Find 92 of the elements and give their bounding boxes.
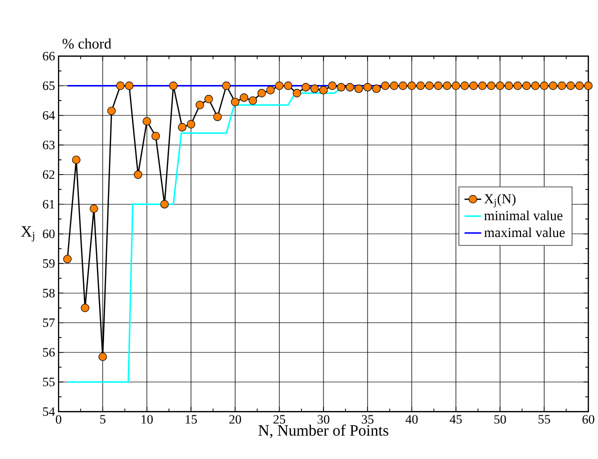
x-tick-label: 60 <box>582 415 594 424</box>
x-tick-label: 20 <box>229 415 242 424</box>
x-tick-label: 30 <box>318 415 330 424</box>
point <box>124 82 134 90</box>
y-tick-label: 60 <box>42 230 55 238</box>
point <box>584 82 593 90</box>
y-tick-label: 65 <box>42 82 55 90</box>
point <box>142 117 152 126</box>
point <box>90 204 98 213</box>
point <box>63 254 72 264</box>
x-tick-label: 35 <box>362 415 374 424</box>
x-tick-label: 10 <box>142 415 153 424</box>
point <box>248 96 258 105</box>
x-tick-label: 55 <box>538 415 550 424</box>
point <box>213 112 222 122</box>
x-tick-label: 40 <box>406 415 418 424</box>
point <box>240 93 248 102</box>
point <box>284 82 292 90</box>
y-tick-label: 57 <box>43 318 55 328</box>
point <box>310 84 319 93</box>
x-tick-label: 0 <box>56 415 62 424</box>
y-tick-label: 61 <box>42 200 54 209</box>
point <box>169 82 178 90</box>
point <box>548 82 558 90</box>
point <box>230 98 240 106</box>
point <box>151 132 160 140</box>
point <box>196 100 204 110</box>
x-tick-label: 5 <box>100 415 106 424</box>
point <box>398 82 408 90</box>
x-tick-label: 25 <box>273 415 286 424</box>
point <box>257 88 266 98</box>
point <box>178 123 186 132</box>
point <box>134 170 142 179</box>
point <box>204 94 213 104</box>
x-tick-label: 15 <box>186 415 197 424</box>
point <box>266 86 275 94</box>
point <box>222 82 231 90</box>
point <box>504 82 514 90</box>
y-tick-label: 62 <box>42 170 54 179</box>
point <box>469 82 478 90</box>
point <box>336 83 346 92</box>
point <box>566 82 575 90</box>
x-tick-label: 50 <box>494 415 506 424</box>
point <box>460 82 469 90</box>
y-tick-label: 55 <box>43 378 55 386</box>
legend-label: maximal value <box>484 228 565 238</box>
legend-label: minimal value <box>484 210 562 220</box>
point <box>513 82 522 90</box>
x-tick-label: 45 <box>450 415 462 424</box>
point <box>302 83 310 92</box>
point <box>292 88 302 98</box>
y-tick-label: 64 <box>42 111 55 120</box>
point <box>434 82 442 90</box>
x-axis-title: N, Number of Points <box>258 424 388 438</box>
legend-label: X$_{j}$(N) <box>484 194 516 208</box>
point <box>98 352 107 362</box>
chart-title: % chord <box>62 38 112 49</box>
point <box>478 82 487 90</box>
point <box>328 82 337 90</box>
point <box>531 82 540 90</box>
point <box>80 304 90 312</box>
point <box>390 82 398 90</box>
y-tick-label: 54 <box>43 407 55 416</box>
y-tick-label: 59 <box>43 259 55 268</box>
point <box>522 82 531 90</box>
y-tick-label: 56 <box>43 348 55 357</box>
point <box>107 106 116 116</box>
point <box>558 82 566 90</box>
point <box>540 82 548 90</box>
point <box>116 82 125 90</box>
point <box>416 82 425 90</box>
y-tick-label: 63 <box>42 140 55 150</box>
point <box>363 83 372 92</box>
point <box>452 82 460 90</box>
y-tick-label: 58 <box>43 288 55 298</box>
point <box>381 82 390 90</box>
point <box>72 156 80 164</box>
point <box>275 82 284 90</box>
point <box>408 82 416 90</box>
y-tick-label: 66 <box>42 52 55 60</box>
point <box>319 86 328 94</box>
point <box>575 82 584 90</box>
point <box>442 82 452 90</box>
point <box>354 84 363 93</box>
point <box>425 82 434 90</box>
point <box>186 120 196 129</box>
point <box>496 82 504 90</box>
point <box>487 82 496 90</box>
point <box>372 84 381 93</box>
point <box>160 200 169 209</box>
point <box>346 83 354 92</box>
y-axis-title: X$_{j}$ <box>21 226 34 242</box>
